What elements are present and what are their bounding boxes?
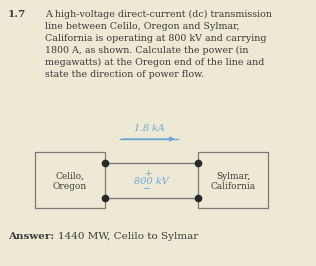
Text: 800 kV: 800 kV	[134, 177, 169, 186]
Text: A high-voltage direct-current (dc) transmission
line between Celilo, Oregon and : A high-voltage direct-current (dc) trans…	[45, 10, 272, 79]
Text: Celilo,: Celilo,	[56, 172, 84, 181]
Text: California: California	[210, 182, 256, 191]
Text: 1.8 kA: 1.8 kA	[134, 124, 164, 133]
Text: −: −	[143, 185, 152, 194]
Text: 1440 MW, Celilo to Sylmar: 1440 MW, Celilo to Sylmar	[58, 232, 198, 241]
Text: 1.7: 1.7	[8, 10, 26, 19]
Text: Oregon: Oregon	[53, 182, 87, 191]
Text: Sylmar,: Sylmar,	[216, 172, 250, 181]
Bar	[198, 152, 268, 208]
Bar	[35, 152, 105, 208]
Text: +: +	[144, 169, 151, 178]
Text: Answer:: Answer:	[8, 232, 54, 241]
